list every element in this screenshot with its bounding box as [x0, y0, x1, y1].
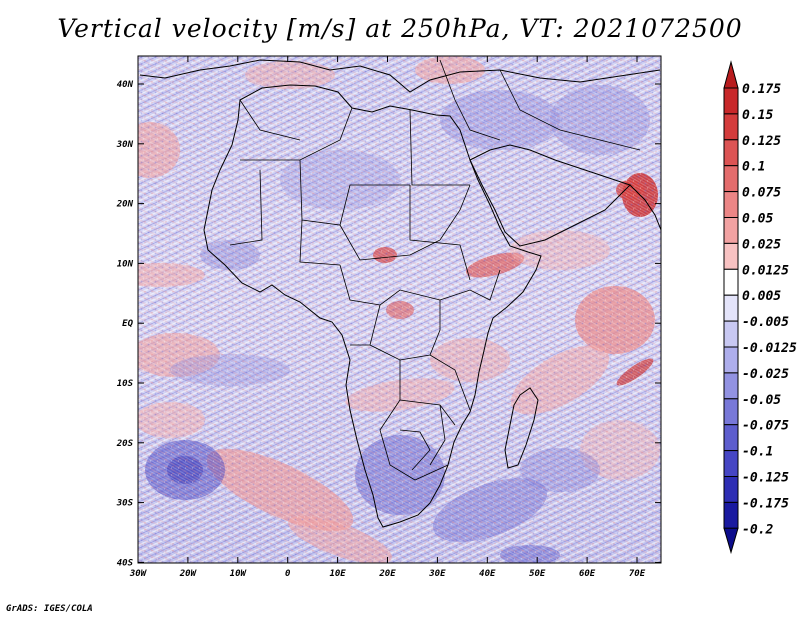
colorbar-swatch — [723, 398, 739, 426]
europe-coast — [139, 59, 661, 93]
colorbar-bottom-arrow — [723, 527, 739, 555]
colorbar-swatch — [723, 87, 739, 115]
madagascar — [504, 387, 539, 469]
colorbar-label: 0.125 — [742, 134, 781, 149]
colorbar-swatch — [723, 139, 739, 167]
lat-tick-label: 10N — [117, 259, 134, 269]
lon-tick-label: 20W — [179, 569, 198, 579]
colorbar-top-arrow — [723, 60, 739, 89]
lat-tick-label: 40S — [117, 558, 134, 568]
colorbar-swatch — [723, 217, 739, 244]
lat-tick-label: 10S — [117, 379, 134, 389]
lon-tick-label: 60E — [579, 569, 596, 579]
colorbar-swatch — [723, 294, 739, 322]
country-borders — [229, 59, 641, 481]
colorbar-swatch — [723, 346, 739, 374]
colorbar-label: -0.005 — [742, 315, 789, 330]
colorbar-label: -0.125 — [742, 471, 789, 486]
africa-coastline — [203, 84, 542, 528]
colorbar: 0.175 0.15 0.125 0.1 0.075 0.05 0.025 0.0125 0.0… — [723, 60, 797, 555]
colorbar-label: 0.005 — [742, 289, 781, 304]
colorbar-swatch — [723, 450, 739, 478]
colorbar-label: 0.0125 — [742, 263, 789, 278]
colorbar-label: 0.075 — [742, 186, 781, 201]
colorbar-label: -0.075 — [742, 419, 789, 434]
colorbar-swatch — [723, 113, 739, 141]
longitude-axis: 30W 20W 10W 0 10E 20E 30E 40E 50E 60E 70E — [129, 56, 646, 579]
colorbar-label: 0.025 — [742, 237, 781, 252]
lon-tick-label: 10W — [230, 569, 248, 579]
lon-tick-label: 30E — [428, 569, 446, 579]
lat-tick-label: 20N — [116, 200, 134, 210]
colorbar-swatch — [723, 268, 739, 296]
colorbar-swatch — [723, 476, 739, 503]
colorbar-label: -0.025 — [742, 367, 789, 382]
colorbar-swatch — [723, 372, 739, 400]
arabian-peninsula — [469, 144, 631, 247]
colorbar-label: -0.1 — [742, 445, 773, 460]
colorbar-swatch — [723, 424, 739, 452]
colorbar-swatch — [723, 165, 739, 193]
colorbar-label: 0.175 — [742, 82, 781, 97]
latitude-axis: 40N 30N 20N 10N EQ 10S 20S 30S 40S — [116, 80, 661, 568]
colorbar-label: -0.0125 — [742, 341, 797, 356]
velocity-field — [138, 56, 661, 563]
colorbar-swatch — [723, 191, 739, 219]
lon-tick-label: 10E — [329, 569, 346, 579]
coastlines-and-borders — [139, 59, 661, 528]
colorbar-label: -0.05 — [742, 393, 781, 408]
colorbar-swatch — [723, 320, 739, 348]
lat-tick-label: 30S — [116, 499, 134, 509]
colorbar-label: -0.175 — [742, 496, 789, 511]
colorbar-label: 0.05 — [742, 212, 773, 227]
colorbar-label: 0.15 — [742, 108, 773, 123]
lon-tick-label: 70E — [629, 569, 646, 579]
lon-tick-label: 40E — [479, 569, 496, 579]
lat-tick-label: EQ — [122, 319, 133, 329]
lat-tick-label: 40N — [117, 80, 134, 90]
colorbar-label: 0.1 — [742, 160, 765, 175]
grads-credit: GrADS: IGES/COLA — [6, 604, 93, 614]
lon-tick-label: 0 — [285, 569, 291, 579]
lat-tick-label: 20S — [116, 439, 134, 449]
map-title: Vertical velocity [m/s] at 250hPa, VT: 2… — [57, 14, 743, 43]
lon-tick-label: 30W — [129, 569, 148, 579]
colorbar-swatch — [723, 501, 739, 529]
colorbar-swatch — [723, 242, 739, 270]
map-frame — [137, 55, 662, 564]
lat-tick-label: 30N — [116, 140, 134, 150]
lon-tick-label: 20E — [378, 569, 396, 579]
lon-tick-label: 50E — [529, 569, 546, 579]
colorbar-label: -0.2 — [742, 522, 773, 537]
india-coast — [629, 184, 661, 231]
